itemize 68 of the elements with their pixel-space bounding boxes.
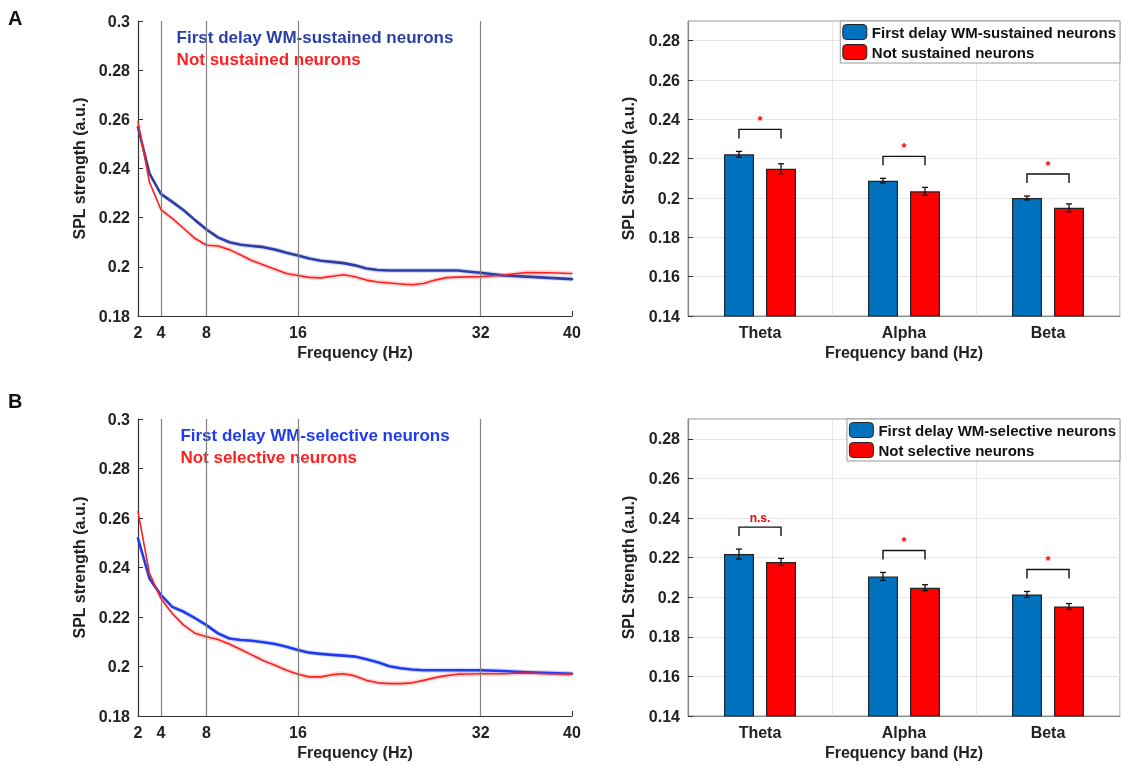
y-axis-title: SPL Strength (a.u.) bbox=[619, 96, 637, 241]
x-tick-label: 2 bbox=[133, 323, 143, 341]
x-tick-label: 4 bbox=[156, 723, 166, 741]
x-tick-label: Theta bbox=[738, 723, 782, 741]
y-tick-label: 0.2 bbox=[657, 189, 681, 207]
y-tick-label: 0.22 bbox=[98, 608, 131, 626]
annotation: * bbox=[757, 112, 764, 128]
y-tick-label: 0.16 bbox=[648, 268, 681, 286]
x-tick-label: Beta bbox=[1030, 323, 1066, 341]
legend-label: Not selective neurons bbox=[878, 441, 1035, 459]
y-tick-label: 0.28 bbox=[98, 460, 131, 477]
y-tick-label: 0.28 bbox=[648, 430, 681, 448]
x-tick-label: 8 bbox=[202, 723, 212, 741]
y-axis-title: SPL strength (a.u.) bbox=[71, 496, 89, 639]
y-tick-label: 0.24 bbox=[648, 509, 681, 527]
y-tick-label: 0.2 bbox=[107, 258, 131, 276]
y-tick-label: 0.3 bbox=[107, 410, 131, 428]
x-tick-label: 32 bbox=[471, 323, 490, 341]
annotation: n.s. bbox=[749, 511, 771, 526]
y-tick-label: 0.22 bbox=[648, 549, 681, 567]
x-tick-label: 16 bbox=[289, 323, 307, 341]
x-tick-label: Alpha bbox=[881, 723, 927, 741]
x-tick-label: 32 bbox=[471, 723, 490, 741]
y-tick-label: 0.28 bbox=[98, 61, 131, 79]
x-axis-title: Frequency (Hz) bbox=[297, 744, 413, 762]
y-tick-label: 0.26 bbox=[98, 110, 131, 128]
annotation: * bbox=[901, 139, 908, 155]
text: B bbox=[8, 390, 23, 412]
y-tick-label: 0.22 bbox=[98, 209, 131, 227]
y-tick-label: 0.18 bbox=[98, 707, 131, 725]
y-tick-label: 0.2 bbox=[657, 588, 681, 606]
y-tick-label: 0.26 bbox=[648, 71, 681, 89]
y-tick-label: 0.18 bbox=[648, 628, 681, 646]
annotation: * bbox=[1045, 552, 1052, 568]
y-tick-label: 0.16 bbox=[648, 667, 681, 685]
x-tick-label: 40 bbox=[563, 723, 581, 741]
x-axis-title: Frequency (Hz) bbox=[297, 344, 413, 362]
x-tick-label: 8 bbox=[202, 323, 212, 341]
y-axis-title: SPL strength (a.u.) bbox=[71, 97, 89, 240]
y-tick-label: 0.18 bbox=[648, 228, 681, 246]
y-tick-label: 0.24 bbox=[648, 110, 681, 128]
x-axis-title: Frequency band (Hz) bbox=[824, 344, 984, 362]
x-tick-label: 40 bbox=[563, 323, 581, 341]
y-tick-label: 0.18 bbox=[98, 307, 131, 325]
legend-label: First delay WM-selective neurons bbox=[878, 421, 1117, 439]
y-tick-label: 0.26 bbox=[98, 509, 131, 527]
y-tick-label: 0.24 bbox=[98, 160, 131, 177]
x-tick-label: 16 bbox=[289, 723, 307, 741]
text: A bbox=[8, 7, 23, 29]
x-tick-label: 4 bbox=[156, 323, 166, 341]
y-tick-label: 0.24 bbox=[98, 559, 131, 576]
y-tick-label: 0.3 bbox=[107, 12, 131, 30]
legend-label: Not sustained neurons bbox=[871, 43, 1035, 61]
y-tick-label: 0.2 bbox=[107, 658, 131, 675]
y-tick-label: 0.26 bbox=[648, 469, 681, 487]
legend-label: First delay WM-sustained neurons bbox=[871, 23, 1117, 41]
x-tick-label: 2 bbox=[133, 723, 143, 741]
y-tick-label: 0.22 bbox=[648, 150, 681, 168]
annotation: * bbox=[1045, 157, 1052, 173]
x-tick-label: Alpha bbox=[881, 323, 927, 341]
y-tick-label: 0.14 bbox=[648, 707, 681, 725]
y-tick-label: 0.14 bbox=[648, 307, 681, 325]
annotation: * bbox=[901, 533, 908, 549]
y-axis-title: SPL Strength (a.u.) bbox=[619, 495, 637, 640]
x-tick-label: Theta bbox=[738, 323, 782, 341]
y-tick-label: 0.28 bbox=[648, 32, 681, 50]
x-axis-title: Frequency band (Hz) bbox=[824, 744, 984, 762]
x-tick-label: Beta bbox=[1030, 723, 1066, 741]
